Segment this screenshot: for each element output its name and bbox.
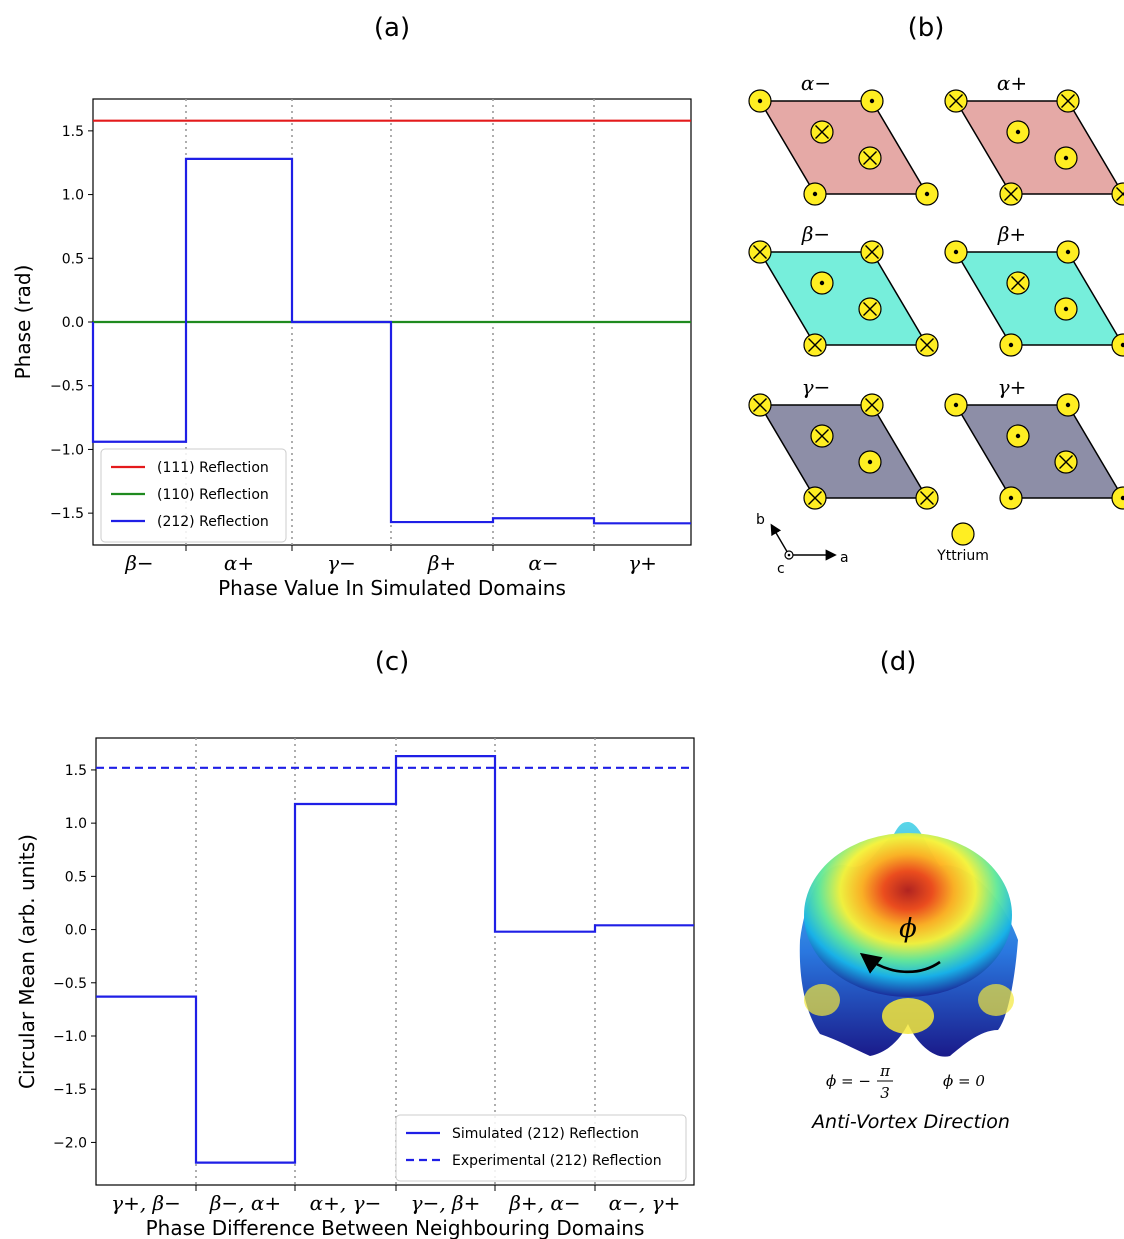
unit-cell xyxy=(954,100,1124,195)
panel-c-title: (c) xyxy=(375,647,410,677)
b-axis-arrow xyxy=(770,523,790,556)
unit-cell xyxy=(954,404,1124,499)
panel-a-title: (a) xyxy=(374,13,410,43)
y-tick-label: 1.5 xyxy=(62,124,84,140)
y-tick-label: 0.0 xyxy=(65,923,87,939)
domain-label: γ+ xyxy=(998,375,1027,399)
series-line xyxy=(96,754,694,1164)
yttrium-atom-dot xyxy=(1111,333,1124,357)
unit-cell xyxy=(758,251,929,346)
chart-c: 1.5 1.0 0.5 0.0 −0.5 −1.0 −1.5 −2.0 γ+, β− β−, α+… xyxy=(15,737,695,1239)
surface-top xyxy=(804,833,1012,997)
yttrium-atom-cross xyxy=(1111,182,1124,206)
unit-cell xyxy=(954,251,1124,346)
x-category-label: γ− xyxy=(327,551,356,575)
pi-symbol: π xyxy=(879,1062,891,1080)
legend-label: (111) Reflection xyxy=(157,460,269,476)
yttrium-atom-dot xyxy=(1111,486,1124,510)
x-category-label: γ+, β− xyxy=(111,1191,181,1215)
y-tick-label: −0.5 xyxy=(50,379,84,395)
c-axis-label: c xyxy=(777,561,785,577)
legend-box xyxy=(395,1114,687,1182)
x-category-label: γ+ xyxy=(628,551,657,575)
domain-structure-panel: α− α+ β− β+ γ− γ+ xyxy=(748,71,1124,510)
yttrium-legend: Yttrium xyxy=(936,522,989,564)
y-tick-label: 0.5 xyxy=(65,869,87,885)
y-tick-label: 1.5 xyxy=(65,763,87,779)
y-tick-label: −1.0 xyxy=(53,1029,87,1045)
x-category-label: β− xyxy=(124,551,153,575)
x-category-label: α− xyxy=(528,551,558,575)
three-symbol: 3 xyxy=(880,1084,890,1102)
phi-minus-pi-third-label: ϕ = − xyxy=(826,1072,871,1090)
phi-zero-label: ϕ = 0 xyxy=(943,1072,985,1090)
chart-a: 1.5 1.0 0.5 0.0 −0.5 −1.0 −1.5 β− α+ γ− β+ α− γ+ Phas… xyxy=(11,98,692,600)
phi-symbol: ϕ xyxy=(899,914,917,944)
x-category-label: γ−, β+ xyxy=(411,1191,481,1215)
legend-box xyxy=(100,448,287,543)
yttrium-atom-icon xyxy=(951,522,975,546)
y-tick-label: −0.5 xyxy=(53,976,87,992)
legend-label: (110) Reflection xyxy=(157,487,269,503)
y-tick-label: −1.5 xyxy=(53,1082,87,1098)
y-axis-label: Phase (rad) xyxy=(11,265,35,380)
vortex-surface: ϕ ϕ = − π 3 ϕ = 0 Anti-Vortex Direction xyxy=(799,822,1018,1133)
plot-frame xyxy=(95,737,695,1186)
x-category-label: β+ xyxy=(427,551,456,575)
y-tick-label: −1.5 xyxy=(50,506,84,522)
domain-label: γ− xyxy=(802,375,831,399)
panel-d-title: (d) xyxy=(880,647,917,677)
y-tick-label: 1.0 xyxy=(62,188,84,204)
legend-label: Simulated (212) Reflection xyxy=(452,1126,639,1142)
y-tick-label: −1.0 xyxy=(50,442,84,458)
domain-label: α+ xyxy=(997,71,1027,95)
vortex-caption: Anti-Vortex Direction xyxy=(810,1111,1010,1133)
series-line xyxy=(91,157,691,525)
x-category-label: α+ xyxy=(224,551,254,575)
y-tick-label: −2.0 xyxy=(53,1135,87,1151)
crystal-axes: b a c xyxy=(756,512,849,577)
x-category-label: β+, α− xyxy=(508,1191,580,1215)
anti-vortex-arrow xyxy=(859,952,941,974)
y-tick-label: 0.0 xyxy=(62,315,84,331)
unit-cell xyxy=(758,100,929,195)
domain-label: β+ xyxy=(997,222,1026,246)
legend-label: Experimental (212) Reflection xyxy=(452,1153,662,1169)
y-tick-label: 1.0 xyxy=(65,816,87,832)
panel-b-title: (b) xyxy=(908,13,945,43)
unit-cell xyxy=(758,404,929,499)
y-tick-label: 0.5 xyxy=(62,251,84,267)
x-axis-label: Phase Value In Simulated Domains xyxy=(218,576,566,600)
domain-label: α− xyxy=(801,71,831,95)
a-axis-label: a xyxy=(840,550,849,566)
yttrium-label: Yttrium xyxy=(936,548,989,564)
x-category-label: β−, α+ xyxy=(209,1191,281,1215)
x-category-label: α−, γ+ xyxy=(609,1191,681,1215)
x-axis-label: Phase Difference Between Neighbouring Do… xyxy=(146,1216,645,1239)
y-axis-label: Circular Mean (arb. units) xyxy=(15,834,39,1089)
domain-label: β− xyxy=(801,222,830,246)
legend-label: (212) Reflection xyxy=(157,514,269,530)
b-axis-label: b xyxy=(756,512,765,528)
x-category-label: α+, γ− xyxy=(310,1191,382,1215)
